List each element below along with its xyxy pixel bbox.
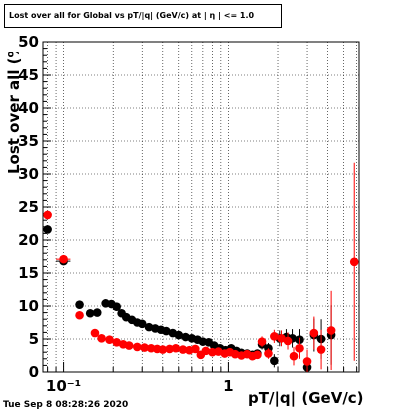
data-point xyxy=(59,254,68,264)
data-point xyxy=(270,332,279,341)
data-point xyxy=(75,310,84,320)
y-tick-label: 45 xyxy=(18,66,39,84)
x-tick-label: 1 xyxy=(223,377,233,395)
data-point xyxy=(349,257,359,267)
data-point xyxy=(270,356,279,366)
data-point xyxy=(124,341,134,350)
y-tick-label: 0 xyxy=(29,363,39,381)
data-point xyxy=(302,357,312,366)
data-point xyxy=(112,338,121,347)
data-point xyxy=(201,346,211,356)
data-point xyxy=(277,334,286,343)
data-point xyxy=(92,308,102,317)
data-point xyxy=(75,300,84,309)
grid-lines xyxy=(43,42,359,372)
data-point xyxy=(43,225,52,234)
y-tick-label: 25 xyxy=(18,198,39,216)
axes: 0 5 10 15 20 25 30 35 40 45 50 10⁻¹ 1 xyxy=(18,33,360,395)
data-point xyxy=(289,351,299,361)
chart-title-box: Lost over all for Global vs pT/|q| (GeV/… xyxy=(4,4,282,28)
y-tick-label: 5 xyxy=(29,330,39,348)
y-tick-label: 40 xyxy=(18,99,39,117)
data-point xyxy=(191,344,200,354)
y-tick-label: 30 xyxy=(18,165,39,183)
data-point xyxy=(162,326,171,336)
data-point xyxy=(137,319,147,329)
data-point xyxy=(90,328,100,338)
y-tick-label: 10 xyxy=(18,297,39,315)
data-point xyxy=(112,302,121,311)
data-point xyxy=(295,343,304,353)
series-red xyxy=(43,162,359,372)
data-point xyxy=(326,326,336,335)
y-axis-label-box: Lost over all (%) xyxy=(5,52,23,174)
plot-frame xyxy=(42,41,360,373)
data-point xyxy=(132,342,142,352)
x-tick-label: 10⁻¹ xyxy=(46,377,81,395)
data-series xyxy=(43,162,359,372)
data-point xyxy=(43,210,52,220)
data-point xyxy=(178,345,188,354)
data-point xyxy=(165,344,174,354)
data-point xyxy=(257,337,267,346)
data-point xyxy=(97,334,106,343)
data-point xyxy=(158,345,168,354)
data-point xyxy=(171,343,181,353)
y-tick-label: 50 xyxy=(18,33,39,51)
data-point xyxy=(140,343,149,352)
data-point xyxy=(264,349,273,358)
data-point xyxy=(174,330,184,340)
y-tick-label: 35 xyxy=(18,132,39,150)
timestamp: Tue Sep 8 08:28:26 2020 xyxy=(3,400,129,410)
chart-title: Lost over all for Global vs pT/|q| (GeV/… xyxy=(9,11,255,20)
data-point xyxy=(283,336,293,346)
data-point xyxy=(309,328,319,338)
data-point xyxy=(105,335,114,344)
x-axis-label: pT/|q| (GeV/c) xyxy=(248,389,364,407)
y-tick-label: 15 xyxy=(18,264,39,282)
y-axis-label: Lost over all (%) xyxy=(5,52,23,174)
data-point xyxy=(253,350,262,360)
y-tick-label: 20 xyxy=(18,231,39,249)
data-point xyxy=(316,345,326,354)
data-point xyxy=(85,308,95,318)
